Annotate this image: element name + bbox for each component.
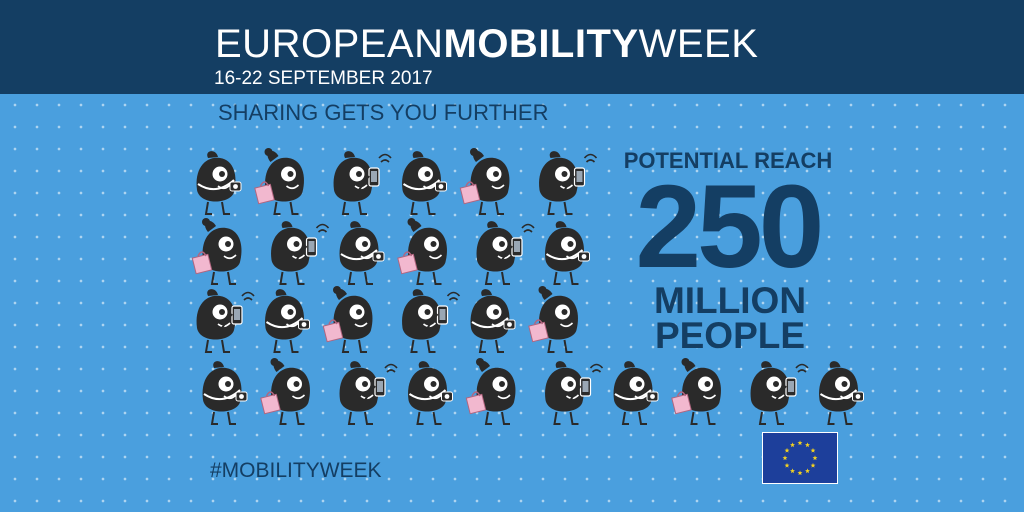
phone-figure-icon: [539, 151, 598, 215]
camera-figure-icon: [408, 361, 453, 425]
phone-figure-icon: [271, 221, 330, 285]
shopper-figure-icon: [397, 218, 447, 285]
title-tail-part: WEEK: [638, 22, 759, 66]
phone-figure-icon: [333, 151, 392, 215]
title-bold-part: MOBILITY: [443, 22, 639, 66]
header-banner: EUROPEANMOBILITYWEEK 16-22 SEPTEMBER 201…: [0, 0, 1024, 94]
shopper-figure-icon: [260, 358, 310, 425]
phone-figure-icon: [476, 221, 535, 285]
phone-figure-icon: [750, 361, 809, 425]
shopper-figure-icon: [459, 148, 510, 215]
camera-figure-icon: [196, 151, 242, 215]
event-title: EUROPEANMOBILITYWEEK: [215, 22, 758, 66]
phone-figure-icon: [339, 361, 398, 425]
camera-figure-icon: [545, 221, 590, 285]
shopper-figure-icon: [322, 286, 373, 353]
camera-figure-icon: [470, 289, 516, 353]
title-light-part: EUROPEAN: [215, 22, 444, 66]
camera-figure-icon: [613, 361, 659, 425]
eu-flag-icon: [762, 432, 838, 484]
tagline: SHARING GETS YOU FURTHER: [218, 100, 549, 125]
reach-label: POTENTIAL REACH: [623, 148, 833, 173]
shopper-figure-icon: [254, 148, 304, 215]
shopper-figure-icon: [528, 286, 578, 353]
phone-figure-icon: [545, 361, 604, 425]
camera-figure-icon: [265, 289, 310, 353]
hashtag: #MOBILITYWEEK: [210, 459, 382, 482]
reach-number: 250: [635, 161, 825, 293]
camera-figure-icon: [402, 151, 447, 215]
reach-unit-million: MILLION: [653, 280, 807, 321]
phone-figure-icon: [196, 289, 255, 353]
camera-figure-icon: [819, 361, 864, 425]
camera-figure-icon: [339, 221, 385, 285]
shopper-figure-icon: [465, 358, 516, 425]
shopper-figure-icon: [191, 218, 242, 285]
reach-unit-people: PEOPLE: [654, 315, 806, 356]
shopper-figure-icon: [671, 358, 721, 425]
phone-figure-icon: [402, 289, 461, 353]
camera-figure-icon: [202, 361, 248, 425]
event-dates: 16-22 SEPTEMBER 2017: [214, 68, 433, 89]
